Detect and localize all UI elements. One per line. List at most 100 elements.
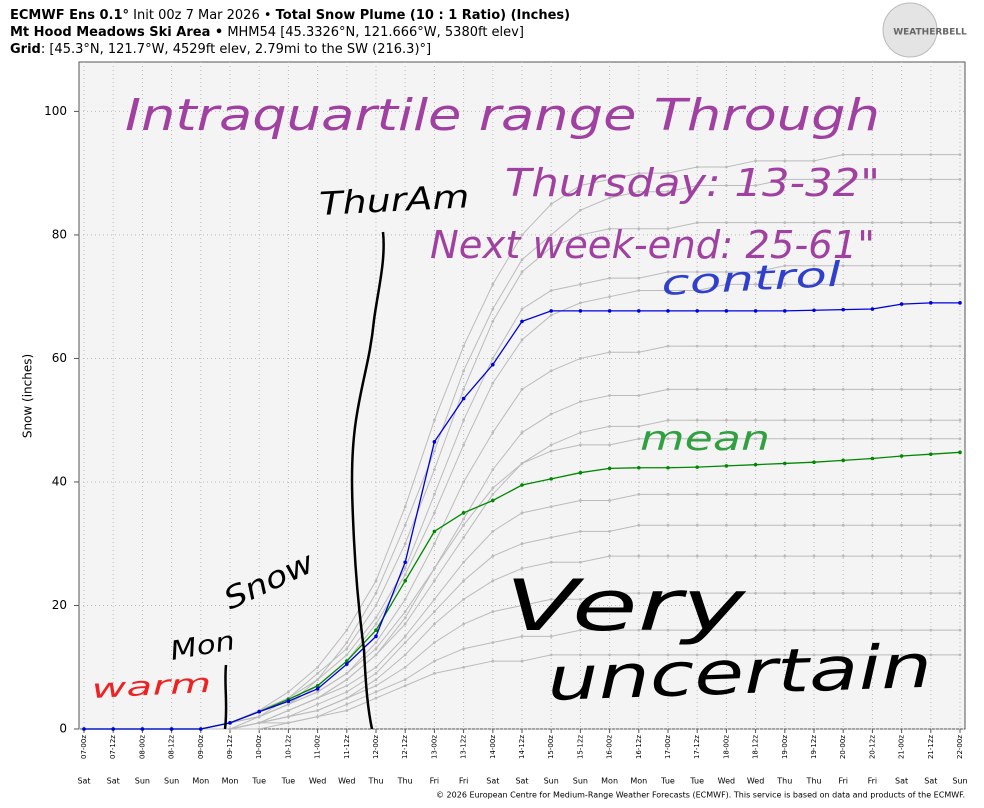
point [607, 466, 612, 471]
point [753, 309, 758, 313]
point [374, 604, 378, 607]
day-label: Sat [924, 777, 937, 786]
point [403, 560, 408, 565]
point [433, 567, 436, 570]
point [754, 221, 757, 224]
point [754, 159, 757, 163]
point [579, 597, 582, 601]
point [433, 542, 436, 546]
point [929, 177, 933, 181]
x-tick-label: 07-00z [80, 735, 88, 759]
point [754, 387, 757, 391]
point [871, 387, 874, 391]
y-axis-label: Snow (inches) [21, 354, 35, 438]
point [403, 622, 407, 626]
day-label: Sun [164, 777, 179, 786]
point [958, 450, 962, 455]
y-tick-label: 20 [52, 598, 67, 612]
point [754, 554, 757, 558]
x-tick-label: 15-12z [576, 735, 584, 759]
point [637, 492, 641, 496]
point [462, 597, 465, 601]
point [199, 727, 203, 731]
chart-title: ECMWF Ens 0.1° Init 00z 7 Mar 2026 • Tot… [10, 8, 570, 23]
point [520, 567, 524, 570]
point [725, 221, 728, 224]
point [316, 702, 319, 706]
point [491, 554, 495, 558]
point [899, 302, 904, 306]
point [929, 282, 933, 286]
point [783, 387, 787, 391]
annotation: mean [640, 419, 770, 459]
point [841, 591, 845, 595]
title-part: Init 00z 7 Mar 2026 • [129, 8, 276, 23]
day-label: Sat [895, 777, 908, 786]
point [491, 579, 495, 583]
day-label: Wed [309, 777, 326, 786]
point [286, 699, 291, 704]
point [637, 171, 641, 175]
point [754, 492, 757, 496]
point [900, 387, 903, 391]
point [754, 628, 757, 632]
point [403, 567, 407, 570]
point [403, 616, 407, 620]
point [462, 523, 465, 527]
point [491, 659, 495, 663]
point [666, 289, 670, 292]
point [666, 465, 670, 470]
point [666, 523, 670, 527]
point [695, 344, 699, 348]
point [958, 264, 962, 268]
point [666, 628, 670, 632]
point [520, 387, 524, 391]
point [783, 264, 787, 268]
point [929, 523, 933, 527]
point [374, 696, 378, 700]
point [812, 628, 816, 632]
point [812, 264, 816, 268]
point [433, 449, 436, 453]
hand-line [223, 664, 228, 730]
point [579, 400, 582, 404]
point [578, 309, 583, 313]
point [579, 431, 582, 434]
grid-info: Grid: [45.3°N, 121.7°W, 4529ft elev, 2.7… [10, 42, 431, 57]
x-tick-label: 19-12z [810, 735, 818, 759]
point [374, 684, 378, 688]
point [345, 678, 349, 681]
subtitle-part: Mt Hood Meadows Ski Area • [10, 25, 223, 40]
point [257, 715, 261, 719]
point [315, 687, 320, 691]
hand-line [350, 231, 385, 730]
point [695, 437, 699, 441]
x-tick-label: 21-00z [898, 735, 906, 759]
point [958, 653, 962, 657]
point [549, 597, 553, 601]
point [900, 344, 903, 348]
point [754, 591, 757, 595]
day-label: Mon [601, 777, 618, 786]
day-label: Tue [660, 777, 675, 786]
point [403, 634, 407, 638]
point [316, 696, 319, 700]
point [754, 523, 757, 527]
point [374, 690, 378, 694]
x-tick-label: 20-12z [868, 735, 876, 759]
x-tick-label: 20-00z [839, 735, 847, 759]
logo: WEATHERBELL [893, 28, 967, 38]
point [608, 295, 611, 299]
point [403, 653, 407, 657]
point [841, 177, 845, 181]
x-tick-label: 17-00z [664, 735, 672, 759]
point [520, 338, 524, 342]
point [433, 579, 436, 583]
subtitle: Mt Hood Meadows Ski Area • MHM54 [45.332… [10, 25, 524, 40]
grid-info-part: : [45.3°N, 121.7°W, 4529ft elev, 2.79mi … [41, 42, 431, 57]
point [608, 394, 611, 397]
point [403, 523, 407, 527]
point [520, 258, 524, 262]
point [725, 184, 728, 187]
day-label: Wed [338, 777, 355, 786]
